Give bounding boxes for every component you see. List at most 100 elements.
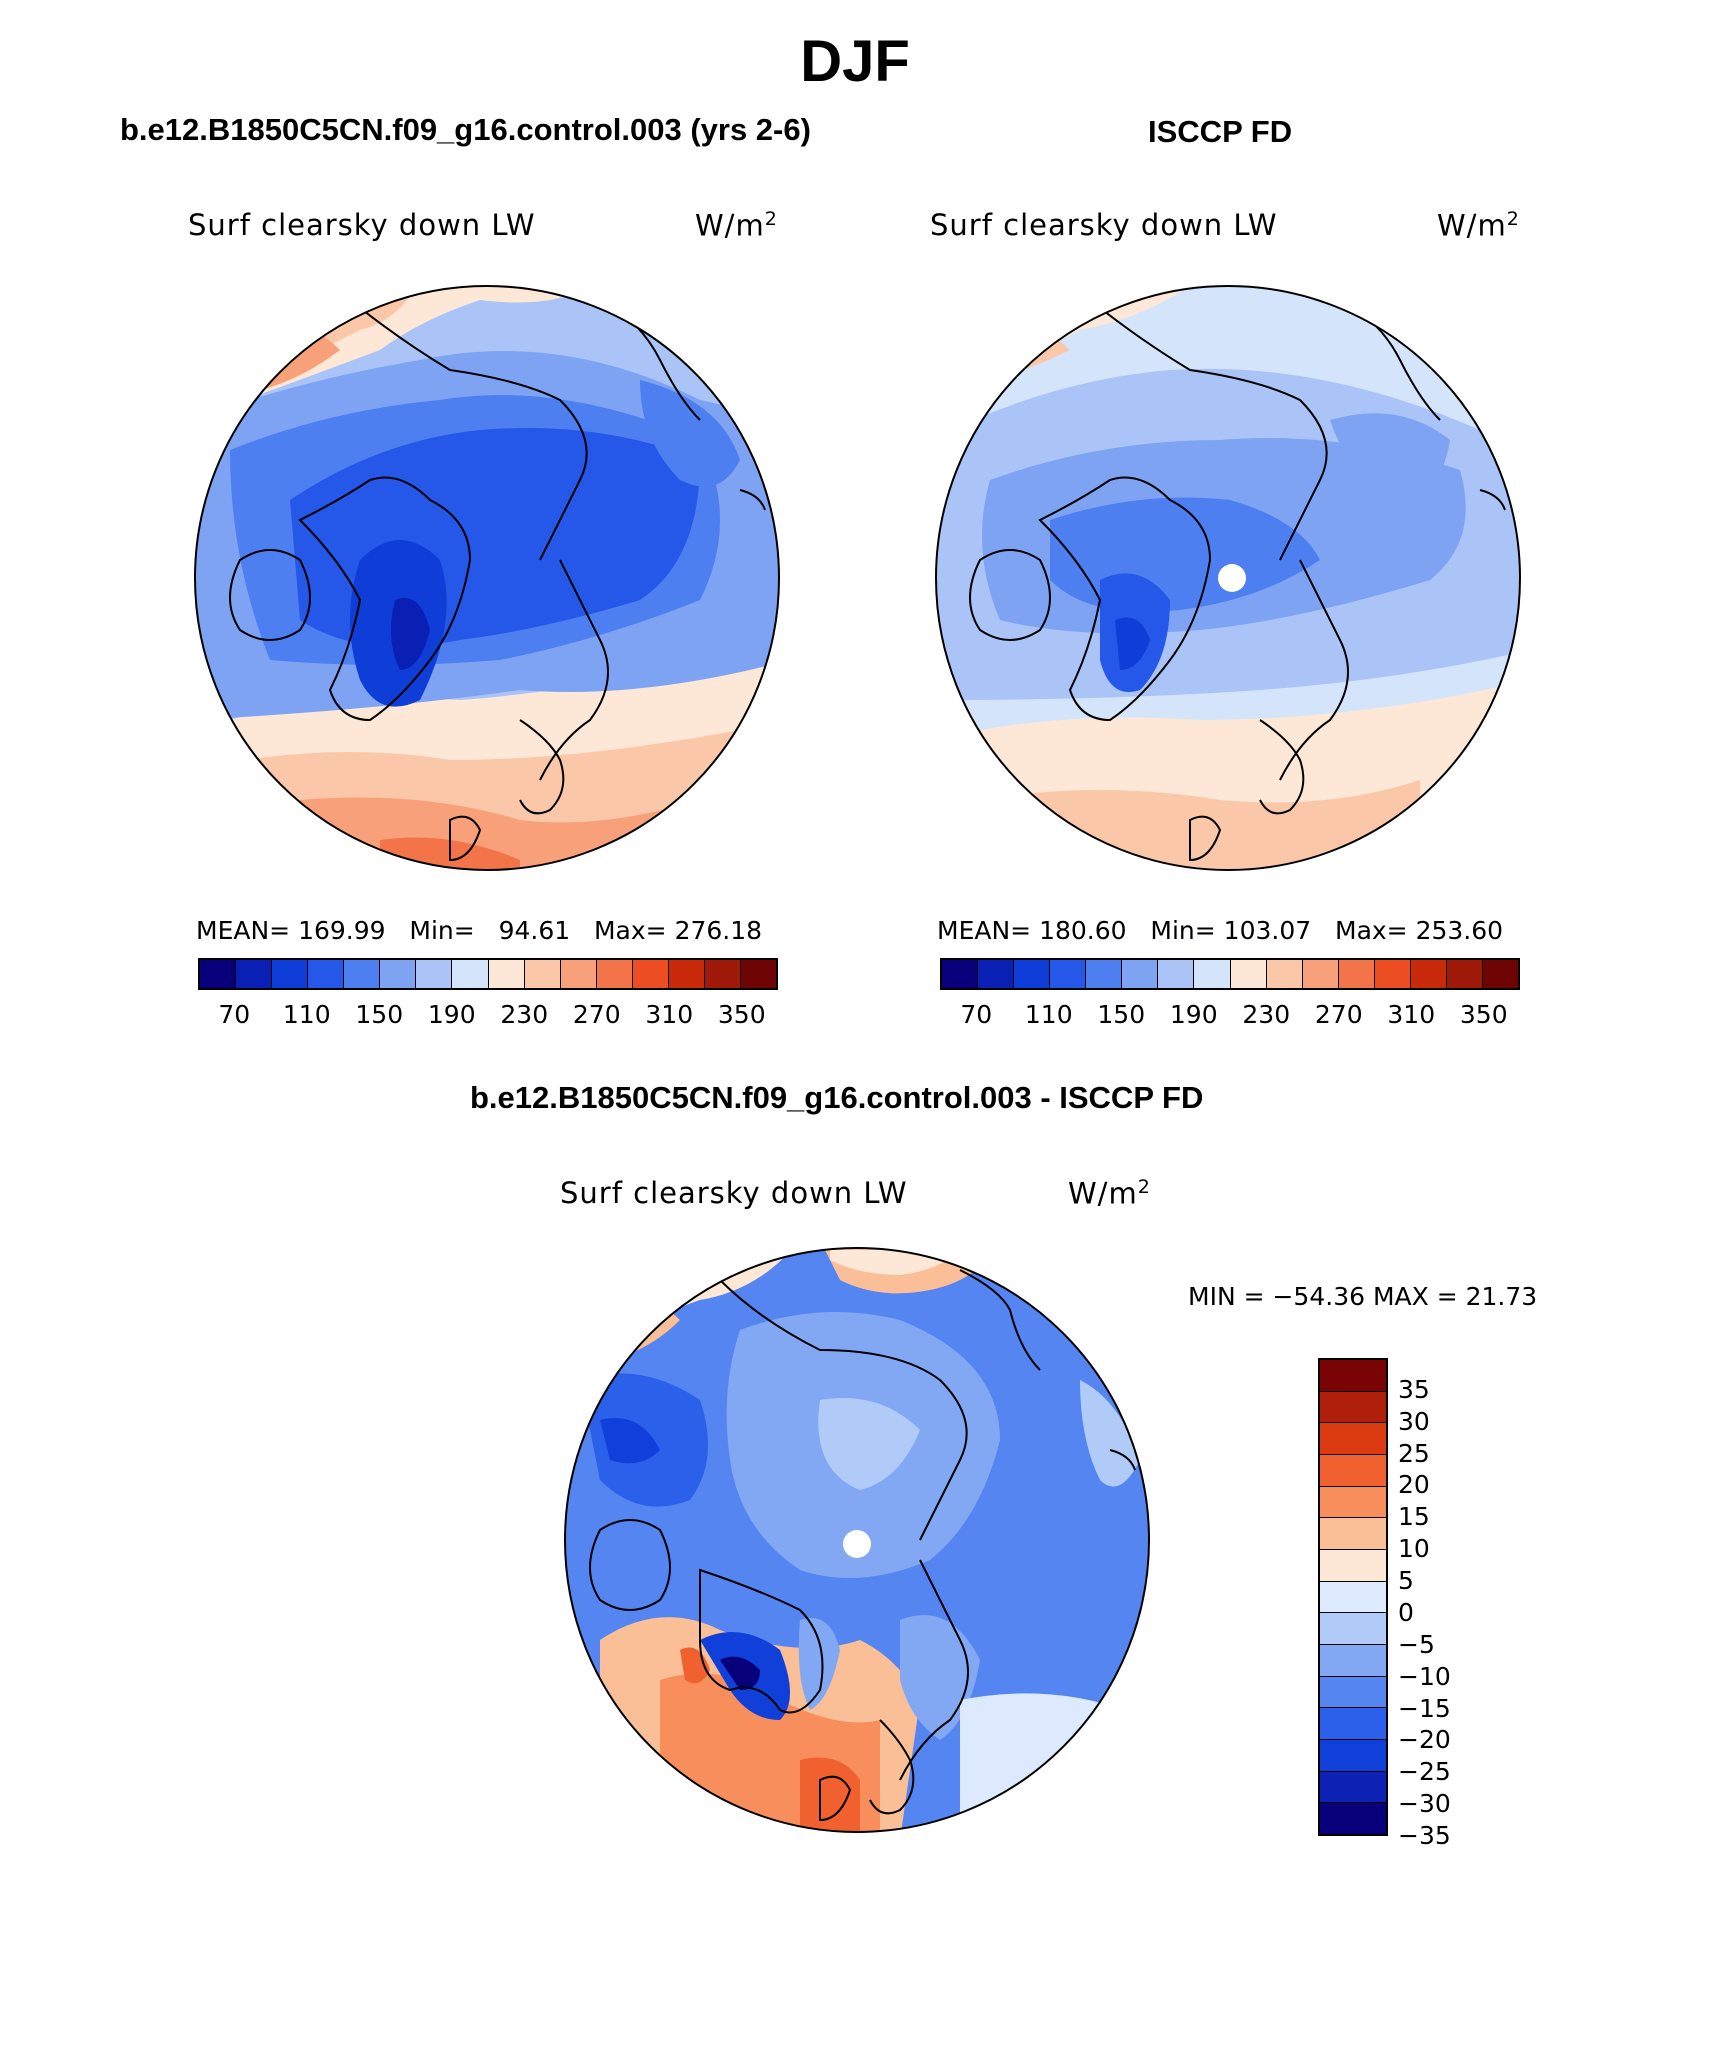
colorbar-swatch: [1320, 1802, 1386, 1835]
colorbar-tick-label: 30: [1398, 1406, 1430, 1436]
panel-left-units: W/m2: [695, 208, 778, 243]
colorbar-tick-label: 350: [717, 1000, 766, 1029]
colorbar-tick-label: 25: [1398, 1438, 1430, 1468]
colorbar-tick-label: 270: [1314, 1000, 1363, 1029]
colorbar-swatch: [343, 960, 380, 988]
colorbar-swatch: [667, 960, 704, 988]
colorbar-tick-label: −20: [1398, 1725, 1451, 1755]
colorbar-swatch: [595, 960, 632, 988]
panel-left-title: b.e12.B1850C5CN.f09_g16.control.003 (yrs…: [120, 112, 811, 147]
colorbar-swatch: [523, 960, 560, 988]
colorbar-swatch: [1320, 1707, 1386, 1740]
colorbar-swatch: [307, 960, 344, 988]
colorbar-swatch: [1320, 1485, 1386, 1518]
colorbar-tick-label: 190: [427, 1000, 476, 1029]
colorbar-tick-label: 5: [1398, 1566, 1414, 1596]
colorbar-tick-label: 70: [218, 1000, 251, 1029]
colorbar-swatch: [1320, 1612, 1386, 1645]
colorbar-tick-label: 110: [1024, 1000, 1073, 1029]
colorbar-tick-label: 15: [1398, 1502, 1430, 1532]
colorbar-tick-label: 230: [500, 1000, 549, 1029]
colorbar-swatch: [1085, 960, 1122, 988]
colorbar-swatch: [1320, 1770, 1386, 1803]
colorbar-swatch: [415, 960, 452, 988]
colorbar-swatch: [1320, 1390, 1386, 1423]
colorbar-right-labels: 70 110 150 190 230 270 310 350: [940, 1000, 1520, 1030]
panel-left-stats: MEAN= 169.99 Min= 94.61 Max= 276.18: [196, 916, 763, 945]
colorbar-swatch: [1320, 1549, 1386, 1581]
colorbar-swatch: [1121, 960, 1158, 988]
colorbar-swatch: [1157, 960, 1194, 988]
colorbar-swatch: [942, 960, 978, 988]
panel-right-variable-label: Surf clearsky down LW: [930, 208, 1278, 242]
colorbar-swatch: [1373, 960, 1410, 988]
colorbar-tick-label: 270: [572, 1000, 621, 1029]
colorbar-swatch: [1301, 960, 1338, 988]
panel-right-stats: MEAN= 180.60 Min= 103.07 Max= 253.60: [937, 916, 1504, 945]
colorbar-tick-label: 150: [1097, 1000, 1146, 1029]
colorbar-swatch: [703, 960, 740, 988]
colorbar-tick-label: 35: [1398, 1374, 1430, 1404]
colorbar-swatch: [1229, 960, 1266, 988]
panel-right-units: W/m2: [1437, 208, 1520, 243]
colorbar-swatch: [559, 960, 596, 988]
colorbar-swatch: [200, 960, 236, 988]
colorbar-swatch: [379, 960, 416, 988]
colorbar-swatch: [235, 960, 272, 988]
colorbar-swatch: [1320, 1422, 1386, 1455]
colorbar-tick-label: 310: [1387, 1000, 1436, 1029]
colorbar-swatch: [487, 960, 524, 988]
colorbar-tick-label: 230: [1242, 1000, 1291, 1029]
colorbar-tick-label: 10: [1398, 1534, 1430, 1564]
page-title: DJF: [800, 29, 910, 94]
polar-map-isccp: [935, 285, 1521, 871]
colorbar-swatch: [1409, 960, 1446, 988]
colorbar-tick-label: 190: [1169, 1000, 1218, 1029]
colorbar-tick-label: 0: [1398, 1597, 1414, 1627]
colorbar-swatch: [1481, 960, 1518, 988]
colorbar-swatch: [1013, 960, 1050, 988]
colorbar-tick-label: 70: [960, 1000, 993, 1029]
colorbar-tick-label: 110: [282, 1000, 331, 1029]
panel-left-variable-label: Surf clearsky down LW: [188, 208, 536, 242]
diff-panel-variable-label: Surf clearsky down LW: [560, 1176, 908, 1210]
colorbar-tick-label: −30: [1398, 1789, 1451, 1819]
colorbar-swatch: [1320, 1739, 1386, 1771]
colorbar-swatch: [1320, 1675, 1386, 1708]
colorbar-swatch: [1193, 960, 1230, 988]
colorbar-swatch: [1320, 1454, 1386, 1486]
colorbar-tick-label: 20: [1398, 1470, 1430, 1500]
colorbar-tick-label: 350: [1459, 1000, 1508, 1029]
colorbar-diff: [1318, 1358, 1388, 1836]
colorbar-swatch: [1337, 960, 1374, 988]
colorbar-right: [940, 958, 1520, 990]
colorbar-swatch: [1320, 1580, 1386, 1613]
diff-panel-title: b.e12.B1850C5CN.f09_g16.control.003 - IS…: [470, 1080, 1204, 1115]
colorbar-swatch: [739, 960, 776, 988]
colorbar-left-labels: 70 110 150 190 230 270 310 350: [198, 1000, 778, 1030]
colorbar-tick-label: −10: [1398, 1661, 1451, 1691]
colorbar-tick-label: −35: [1398, 1821, 1451, 1850]
colorbar-tick-label: 150: [355, 1000, 404, 1029]
colorbar-swatch: [977, 960, 1014, 988]
colorbar-swatch: [631, 960, 668, 988]
colorbar-swatch: [1320, 1644, 1386, 1676]
colorbar-swatch: [1445, 960, 1482, 988]
colorbar-swatch: [1320, 1517, 1386, 1550]
colorbar-swatch: [271, 960, 308, 988]
diff-panel-units: W/m2: [1068, 1176, 1151, 1211]
colorbar-swatch: [1049, 960, 1086, 988]
colorbar-swatch: [1320, 1360, 1386, 1391]
diff-minmax: MIN = −54.36 MAX = 21.73: [1188, 1282, 1538, 1311]
panel-right-title: ISCCP FD: [1148, 114, 1293, 149]
colorbar-diff-labels: 35 30 25 20 15 10 5 0 −5 −10 −15 −20 −25 −30 −35: [1398, 1358, 1518, 1850]
polar-map-difference: [564, 1247, 1150, 1833]
colorbar-left: [198, 958, 778, 990]
colorbar-tick-label: 310: [645, 1000, 694, 1029]
colorbar-swatch: [451, 960, 488, 988]
colorbar-swatch: [1265, 960, 1302, 988]
colorbar-tick-label: −5: [1398, 1629, 1435, 1659]
polar-map-model: [194, 285, 780, 871]
colorbar-tick-label: −15: [1398, 1693, 1451, 1723]
